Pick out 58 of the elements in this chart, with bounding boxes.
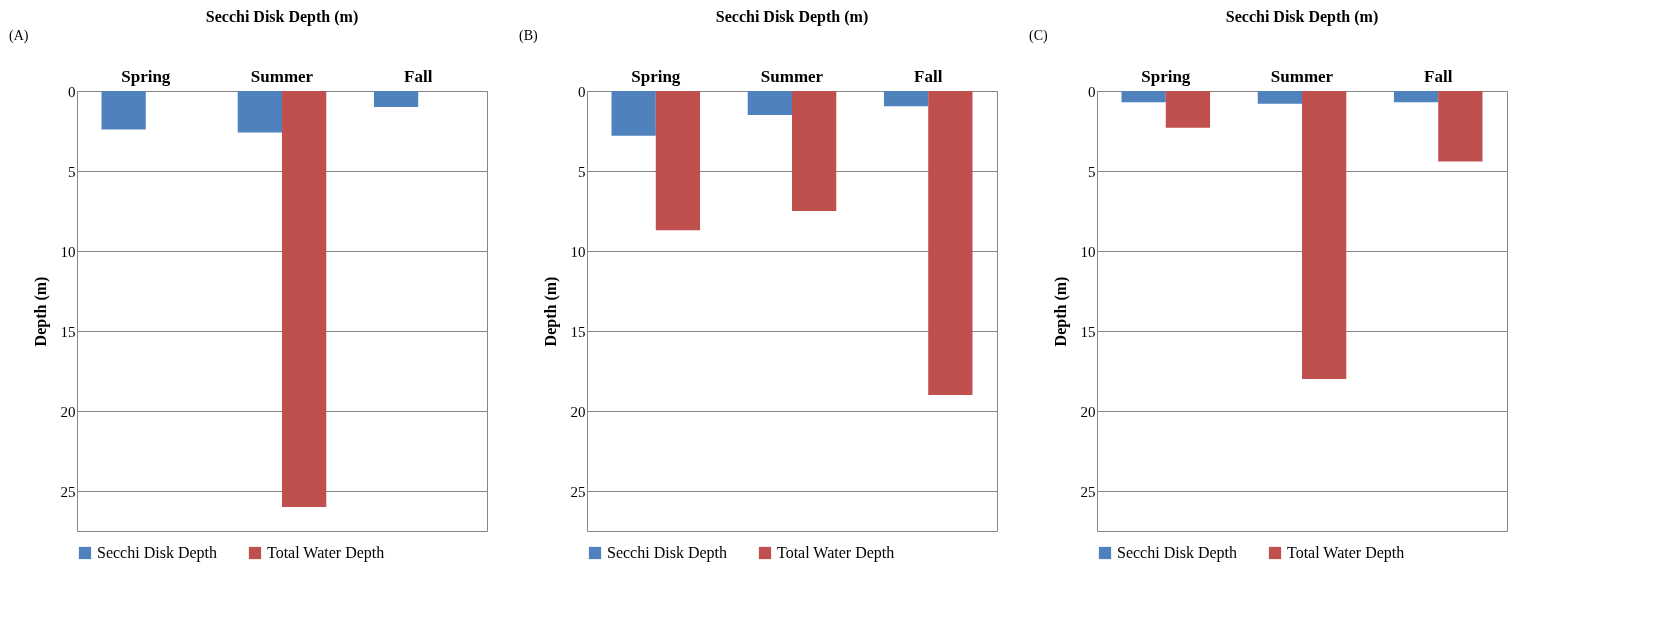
bar	[747, 91, 792, 115]
y-axis-title: Depth (m)	[1051, 276, 1070, 347]
y-tick-label: 0	[1088, 83, 1096, 100]
legend-label: Total Water Depth	[1287, 544, 1405, 562]
y-tick-label: 15	[570, 323, 586, 340]
chart-title: Secchi Disk Depth (m)	[205, 8, 359, 26]
y-tick-label: 5	[578, 163, 586, 180]
x-tick-label: Summer	[250, 66, 314, 86]
x-tick-label: Summer	[1270, 66, 1334, 86]
y-tick-label: 10	[570, 243, 586, 260]
bar	[928, 91, 973, 395]
bar	[1302, 91, 1347, 379]
y-tick-label: 15	[60, 323, 76, 340]
y-tick-label: 5	[68, 163, 76, 180]
bar	[237, 91, 282, 133]
legend-label: Total Water Depth	[777, 544, 895, 562]
bar	[1165, 91, 1211, 128]
text: (C)	[1029, 28, 1048, 44]
bar	[611, 91, 656, 136]
text: (B)	[519, 28, 538, 44]
y-tick-label: 10	[1080, 243, 1096, 260]
bar	[1393, 91, 1439, 103]
bar	[101, 91, 146, 130]
y-tick-label: 25	[1080, 483, 1096, 500]
y-tick-label: 0	[68, 83, 76, 100]
bar	[1438, 91, 1483, 162]
legend-label: Total Water Depth	[267, 544, 385, 562]
bar	[1121, 91, 1166, 103]
bar	[282, 91, 327, 507]
y-tick-label: 10	[60, 243, 76, 260]
bar	[883, 91, 929, 107]
y-tick-label: 20	[570, 403, 586, 420]
x-tick-label: Spring	[631, 66, 681, 86]
y-tick-label: 20	[60, 403, 76, 420]
chart-title: Secchi Disk Depth (m)	[1225, 8, 1379, 26]
y-axis-title: Depth (m)	[541, 276, 560, 347]
chart-title: Secchi Disk Depth (m)	[715, 8, 869, 26]
x-tick-label: Summer	[760, 66, 824, 86]
y-axis-title: Depth (m)	[31, 276, 50, 347]
text: (A)	[9, 28, 29, 44]
y-tick-label: 0	[578, 83, 586, 100]
x-tick-label: Fall	[914, 66, 943, 86]
y-tick-label: 20	[1080, 403, 1096, 420]
legend-label: Secchi Disk Depth	[607, 544, 727, 562]
y-tick-label: 25	[60, 483, 76, 500]
y-tick-label: 15	[1080, 323, 1096, 340]
x-tick-label: Fall	[404, 66, 433, 86]
y-tick-label: 5	[1088, 163, 1096, 180]
x-tick-label: Fall	[1424, 66, 1453, 86]
y-tick-label: 25	[570, 483, 586, 500]
bar	[792, 91, 837, 211]
x-tick-label: Spring	[1141, 66, 1191, 86]
bar	[373, 91, 419, 107]
x-tick-label: Spring	[121, 66, 171, 86]
bar	[1257, 91, 1302, 104]
legend-label: Secchi Disk Depth	[1117, 544, 1237, 562]
bar	[655, 91, 701, 231]
legend-label: Secchi Disk Depth	[97, 544, 217, 562]
